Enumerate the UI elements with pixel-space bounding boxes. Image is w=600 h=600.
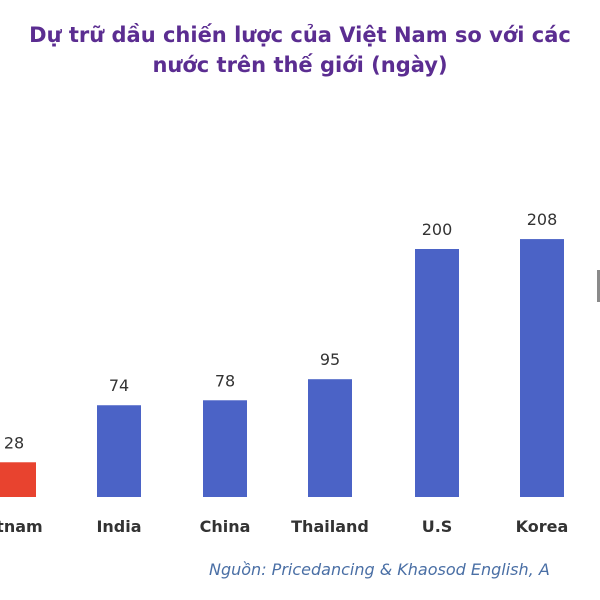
bar-u-s	[415, 249, 459, 497]
category-label: China	[200, 517, 251, 536]
value-label: 74	[109, 376, 129, 395]
value-label: 28	[4, 433, 24, 452]
chart-title-line-2: nước trên thế giới (ngày)	[152, 53, 448, 77]
value-label: 95	[320, 350, 340, 369]
source-note: Nguồn: Pricedancing & Khaosod English, A	[209, 560, 550, 579]
chart-title-line-1: Dự trữ dầu chiến lược của Việt Nam so vớ…	[29, 23, 571, 47]
bar-thailand	[308, 379, 352, 497]
value-label: 78	[215, 371, 235, 390]
edge-scroll-marker	[597, 270, 600, 302]
bar-etnam	[0, 462, 36, 497]
bar-korea	[520, 239, 564, 497]
chart-title: Dự trữ dầu chiến lược của Việt Nam so vớ…	[0, 20, 600, 80]
bar-india	[97, 405, 141, 497]
bar-china	[203, 400, 247, 497]
category-label: India	[96, 517, 141, 536]
category-label: Thailand	[291, 517, 369, 536]
category-label: U.S	[422, 517, 453, 536]
value-label: 200	[422, 220, 453, 239]
value-label: 208	[527, 210, 558, 229]
category-label: etnam	[0, 517, 43, 536]
category-label: Korea	[516, 517, 569, 536]
